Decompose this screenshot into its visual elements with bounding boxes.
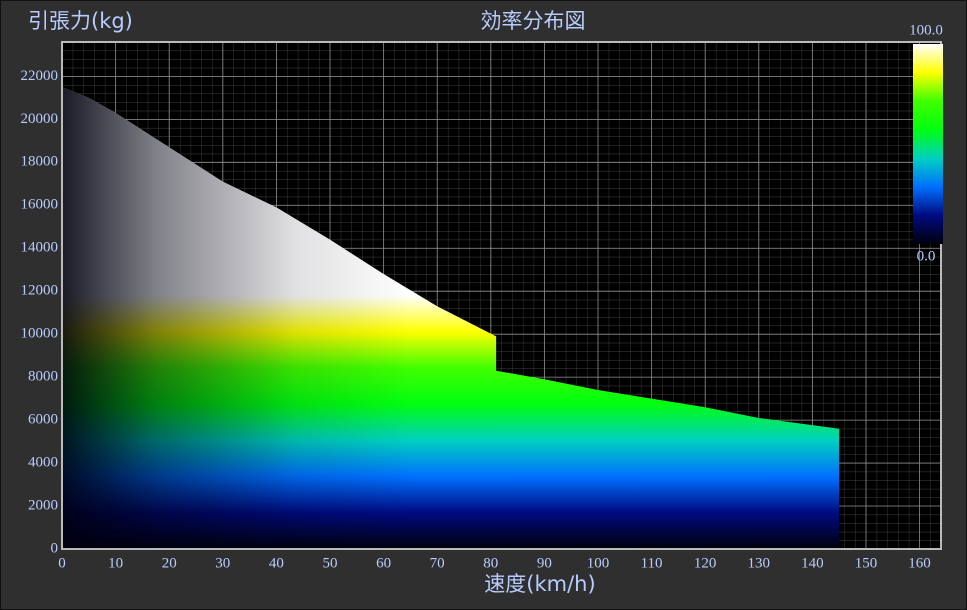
x-tick-label: 160 — [908, 555, 931, 571]
y-tick-label: 6000 — [28, 412, 58, 428]
colorbar-label: 0.0 — [917, 248, 936, 264]
x-tick-label: 130 — [748, 555, 771, 571]
y-tick-label: 14000 — [21, 240, 59, 256]
colorbar — [913, 44, 943, 244]
y-tick-label: 18000 — [21, 154, 59, 170]
y-tick-label: 2000 — [28, 497, 58, 513]
y-tick-label: 12000 — [21, 283, 59, 299]
x-tick-label: 40 — [269, 555, 284, 571]
y-tick-label: 20000 — [21, 111, 59, 127]
y-tick-label: 10000 — [21, 326, 59, 342]
x-tick-label: 20 — [162, 555, 177, 571]
x-tick-label: 50 — [322, 555, 337, 571]
x-tick-label: 120 — [694, 555, 717, 571]
plot-border — [61, 41, 942, 550]
y-tick-label: 4000 — [28, 455, 58, 471]
x-tick-label: 100 — [587, 555, 610, 571]
x-tick-label: 60 — [376, 555, 391, 571]
y-tick-label: 0 — [51, 540, 59, 556]
x-tick-label: 110 — [641, 555, 663, 571]
x-tick-label: 70 — [430, 555, 445, 571]
y-tick-label: 22000 — [21, 68, 59, 84]
x-tick-label: 10 — [108, 555, 123, 571]
chart-title: 効率分布図 — [481, 9, 586, 33]
y-axis-label: 引張力(kg) — [28, 9, 133, 33]
x-tick-label: 90 — [537, 555, 552, 571]
x-tick-label: 30 — [215, 555, 230, 571]
x-tick-label: 150 — [855, 555, 878, 571]
x-axis-label: 速度(km/h) — [484, 572, 595, 596]
efficiency-shade — [62, 87, 840, 549]
x-tick-label: 80 — [483, 555, 498, 571]
x-tick-label: 0 — [58, 555, 66, 571]
colorbar-label: 100.0 — [909, 22, 943, 38]
y-tick-label: 8000 — [28, 369, 58, 385]
x-tick-label: 140 — [801, 555, 824, 571]
y-tick-label: 16000 — [21, 197, 59, 213]
